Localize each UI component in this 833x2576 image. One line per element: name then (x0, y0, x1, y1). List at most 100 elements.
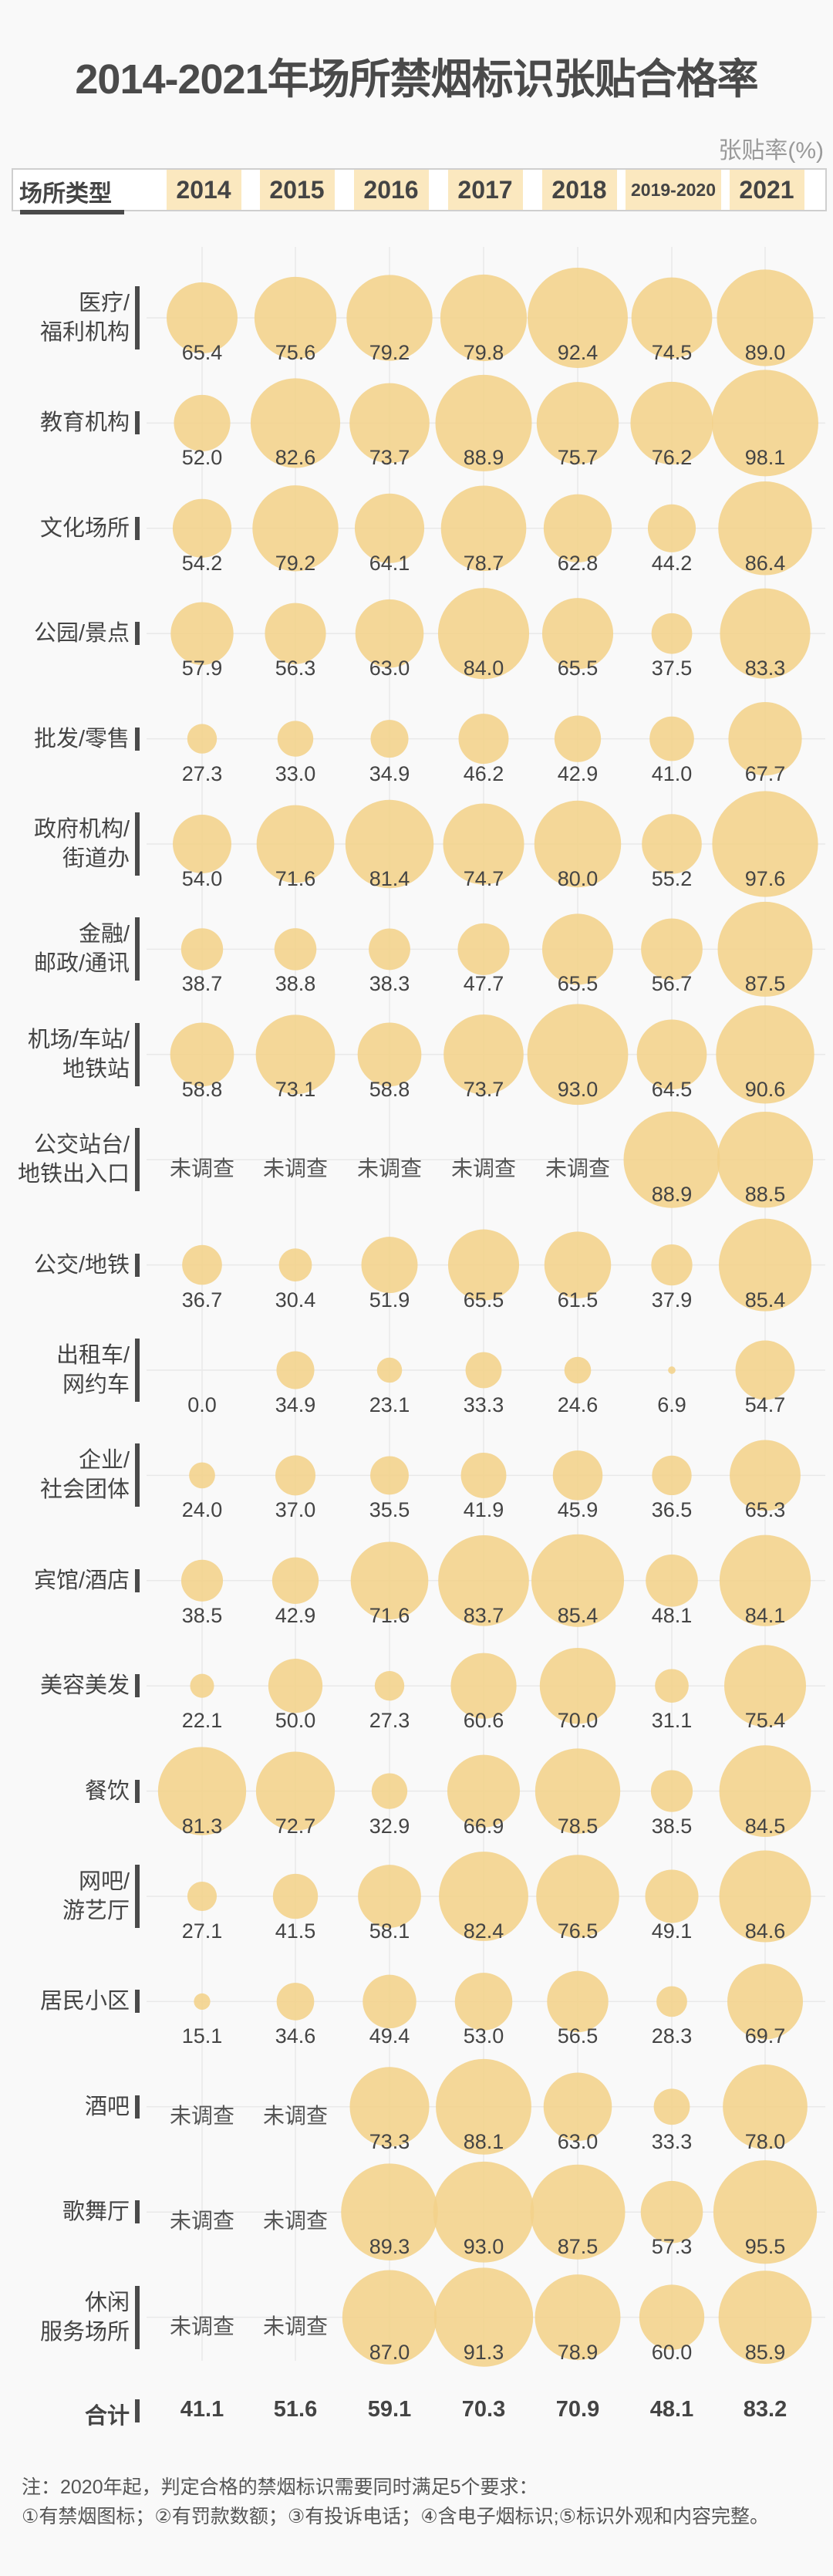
bubble (651, 613, 693, 654)
row-label-bar (135, 917, 140, 981)
bubble (641, 918, 703, 981)
value-label: 15.1 (181, 2024, 223, 2048)
value-label: 56.5 (557, 2024, 599, 2048)
bubble (268, 1659, 323, 1713)
bubble (358, 1865, 421, 1928)
row-label: 企业/ 社会团体 (39, 1448, 130, 1503)
value-label: 78.5 (557, 1814, 599, 1838)
column-header-2021: 2021 (729, 170, 804, 210)
bubble (265, 603, 326, 664)
row-label: 美容美发 (39, 1673, 130, 1699)
not-surveyed-label: 未调查 (262, 2314, 328, 2338)
value-label: 48.1 (651, 1603, 693, 1627)
bubble (650, 1770, 693, 1812)
row-label-bar (135, 812, 140, 876)
value-label: 45.9 (557, 1498, 599, 1522)
value-label: 38.7 (181, 972, 223, 996)
row-label: 公园/景点 (33, 621, 130, 647)
value-label: 84.6 (744, 1919, 786, 1943)
value-label: 46.2 (463, 761, 504, 785)
value-label: 51.9 (369, 1288, 410, 1312)
bubble (647, 504, 696, 552)
bubble (631, 277, 713, 359)
row-label: 休闲 服务场所 (39, 2290, 130, 2345)
bubble (433, 2267, 534, 2367)
bubble (447, 1754, 521, 1828)
bubble (554, 715, 602, 762)
column-header-2014: 2014 (166, 170, 241, 210)
bubble (278, 1248, 312, 1281)
value-label: 65.4 (181, 341, 223, 364)
value-label: 54.7 (744, 1393, 786, 1416)
value-label: 84.1 (744, 1603, 786, 1627)
bubble (719, 1850, 811, 1943)
value-label: 87.5 (744, 972, 786, 996)
value-label: 88.9 (651, 1183, 693, 1207)
bubble (370, 720, 409, 758)
value-label: 50.0 (275, 1709, 316, 1733)
value-label: 74.7 (463, 867, 504, 890)
bubble (435, 374, 532, 471)
value-label: 75.7 (557, 446, 599, 470)
bubble (642, 814, 702, 874)
total-value: 41.1 (180, 2397, 224, 2422)
bubble (735, 1340, 795, 1400)
value-label: 69.7 (744, 2024, 786, 2048)
value-label: 65.5 (463, 1288, 504, 1312)
value-label: 75.6 (275, 341, 316, 364)
bubble (718, 1218, 812, 1312)
value-label: 49.4 (369, 2024, 410, 2048)
value-label: 63.0 (369, 657, 410, 680)
not-surveyed-label: 未调查 (545, 1156, 610, 1181)
bubble (655, 1669, 689, 1703)
row-label-bar (135, 1339, 140, 1402)
value-label: 56.7 (651, 972, 693, 996)
value-label: 74.5 (651, 341, 693, 364)
not-surveyed-label: 未调查 (356, 1156, 422, 1181)
bubble (536, 1855, 619, 1938)
bubble (256, 805, 335, 883)
bubble (187, 724, 218, 754)
row-label: 文化场所 (39, 515, 130, 541)
value-label: 86.4 (744, 551, 786, 575)
value-label: 41.9 (463, 1498, 504, 1522)
value-label: 92.4 (557, 341, 599, 364)
total-value: 70.9 (555, 2397, 600, 2422)
bubble (346, 275, 433, 361)
row-label: 宾馆/酒店 (33, 1568, 130, 1593)
bubble (370, 1456, 409, 1495)
value-label: 78.7 (463, 551, 504, 575)
value-label: 72.7 (275, 1814, 316, 1838)
value-label: 6.9 (657, 1393, 686, 1416)
bubble (541, 598, 614, 670)
row-label: 网吧/ 游艺厅 (62, 1869, 130, 1923)
total-value: 51.6 (273, 2397, 318, 2422)
value-label: 41.0 (651, 761, 693, 785)
bubble (167, 282, 238, 353)
value-label: 65.5 (557, 972, 599, 996)
value-label: 47.7 (463, 972, 504, 996)
bubble (720, 588, 811, 679)
bubble (341, 2163, 438, 2260)
bubble (454, 1973, 513, 2031)
row-label-bar (135, 1865, 140, 1928)
value-label: 76.2 (651, 446, 693, 470)
value-label: 27.3 (369, 1709, 410, 1733)
bubble (157, 1747, 247, 1835)
row-label: 金融/ 邮政/通讯 (33, 922, 130, 977)
value-label: 0.0 (187, 1393, 217, 1416)
bubble (436, 2058, 531, 2155)
chart-title: 2014-2021年场所禁烟标识张贴合格率 (75, 56, 758, 103)
row-label: 公交/地铁 (33, 1252, 130, 1278)
row-label: 歌舞厅 (62, 2200, 130, 2225)
bubble (254, 276, 337, 360)
bubble (730, 1440, 801, 1511)
bubble (645, 1869, 699, 1923)
bubble (361, 1237, 418, 1294)
bubble (194, 1993, 211, 2010)
value-label: 85.4 (557, 1603, 599, 1627)
bubble (443, 1014, 524, 1095)
not-surveyed-label: 未调查 (450, 1156, 516, 1181)
bubble (255, 1015, 336, 1095)
value-label: 66.9 (463, 1814, 504, 1838)
